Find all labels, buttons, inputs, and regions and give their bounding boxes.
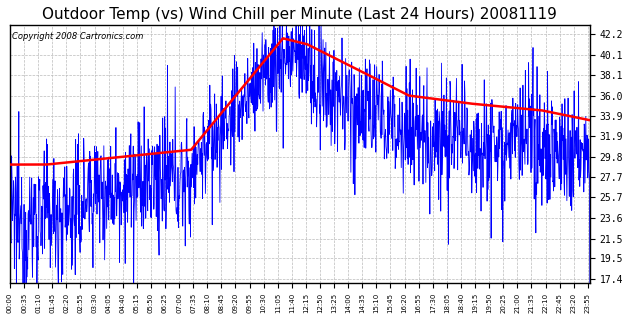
Text: Copyright 2008 Cartronics.com: Copyright 2008 Cartronics.com: [12, 32, 143, 41]
Title: Outdoor Temp (vs) Wind Chill per Minute (Last 24 Hours) 20081119: Outdoor Temp (vs) Wind Chill per Minute …: [42, 7, 558, 22]
